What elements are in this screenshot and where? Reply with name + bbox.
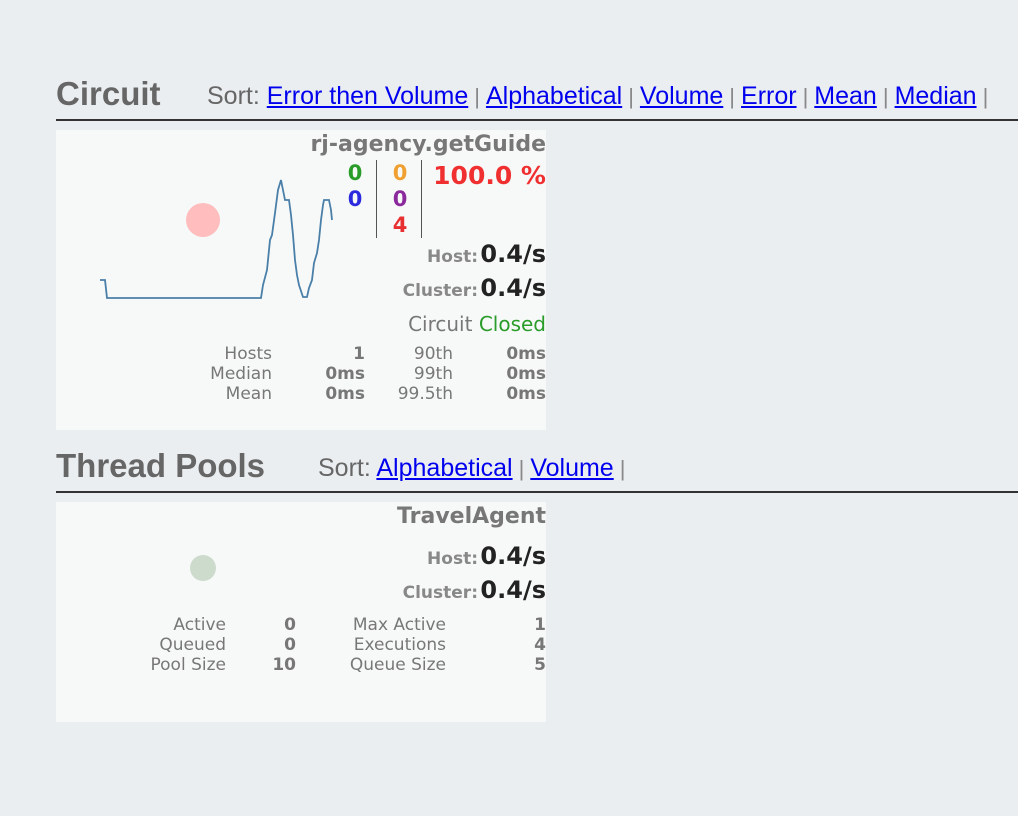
thread-pools-sort-bar: Sort: Alphabetical | Volume | [318,454,631,483]
cluster-rate-label: Cluster: [402,281,478,301]
median-value: 0ms [325,364,365,384]
host-rate-label: Host: [427,247,478,267]
p995-label: 99.5th [397,384,453,404]
queued-label: Queued [159,635,226,655]
separator: | [628,84,634,109]
circuit-name: rj-agency.getGuide [310,132,546,157]
hosts-label: Hosts [224,344,272,364]
sort-error-then-volume-link[interactable]: Error then Volume [266,82,469,110]
circuit-status-value: Closed [478,312,546,336]
health-circle [186,203,220,237]
thread-pool-name: TravelAgent [397,504,546,529]
success-count: 0 [347,161,363,185]
hosts-value: 1 [353,344,365,364]
cluster-rate-label: Cluster: [402,583,478,603]
request-rate-sparkline [100,179,333,299]
thread-pool-card[interactable]: TravelAgent Host: 0.4/s Cluster: 0.4/s A… [56,502,546,722]
short-circuited-count: 0 [347,187,363,211]
max-active-value: 1 [534,615,546,635]
circuit-section-title: Circuit [56,75,161,112]
max-active-label: Max Active [352,615,446,635]
p995-value: 0ms [506,384,546,404]
circuit-card[interactable]: rj-agency.getGuide 0 0 0 0 4 100.0 % Hos… [56,130,546,430]
separator: | [474,84,480,109]
cluster-rate-value: 0.4/s [480,576,546,604]
rejected-count: 0 [392,187,408,211]
sort-median-link[interactable]: Median [894,82,977,110]
separator: | [882,84,889,109]
queued-value: 0 [284,635,296,655]
host-rate-value: 0.4/s [480,542,546,570]
thread-pools-section-header: Thread Pools Sort: Alphabetical | Volume | [56,447,1018,493]
active-label: Active [173,615,226,635]
pool-size-value: 10 [272,655,296,675]
sort-volume-link[interactable]: Volume [530,454,614,482]
divider [421,160,422,238]
health-circle [190,555,216,581]
separator: | [729,84,736,109]
sort-mean-link[interactable]: Mean [814,82,877,110]
sort-alphabetical-link[interactable]: Alphabetical [376,454,513,482]
circuit-section-header: Circuit Sort: Error then Volume | Alphabet… [56,75,1018,121]
queue-size-label: Queue Size [349,655,446,675]
queue-size-value: 5 [534,655,546,675]
thread-pools-section-title: Thread Pools [56,447,266,484]
failure-count: 4 [392,213,408,237]
circuit-sort-bar: Sort: Error then Volume | Alphabetical | Vol… [207,82,994,111]
mean-value: 0ms [325,384,365,404]
mean-label: Mean [225,384,272,404]
executions-label: Executions [353,635,446,655]
sort-volume-link[interactable]: Volume [639,82,724,110]
pool-size-label: Pool Size [150,655,226,675]
p99-label: 99th [413,364,453,384]
separator: | [802,84,809,109]
sort-label: Sort: [318,454,371,482]
cluster-rate-value: 0.4/s [480,274,546,302]
circuit-status-row: Circuit Closed [408,312,546,336]
host-rate-value: 0.4/s [480,240,546,268]
separator: | [982,84,989,109]
error-percentage: 100.0 % [433,161,546,190]
timeout-count: 0 [392,161,408,185]
separator: | [619,456,626,481]
host-rate-label: Host: [427,549,478,569]
p99-value: 0ms [506,364,546,384]
divider [376,160,377,238]
sort-label: Sort: [207,82,260,110]
median-label: Median [210,364,272,384]
sort-alphabetical-link[interactable]: Alphabetical [485,82,623,110]
p90-label: 90th [413,344,453,364]
separator: | [518,456,525,481]
executions-value: 4 [534,635,546,655]
sort-error-link[interactable]: Error [741,82,797,110]
active-value: 0 [284,615,296,635]
p90-value: 0ms [506,344,546,364]
circuit-status-label: Circuit [408,312,473,336]
